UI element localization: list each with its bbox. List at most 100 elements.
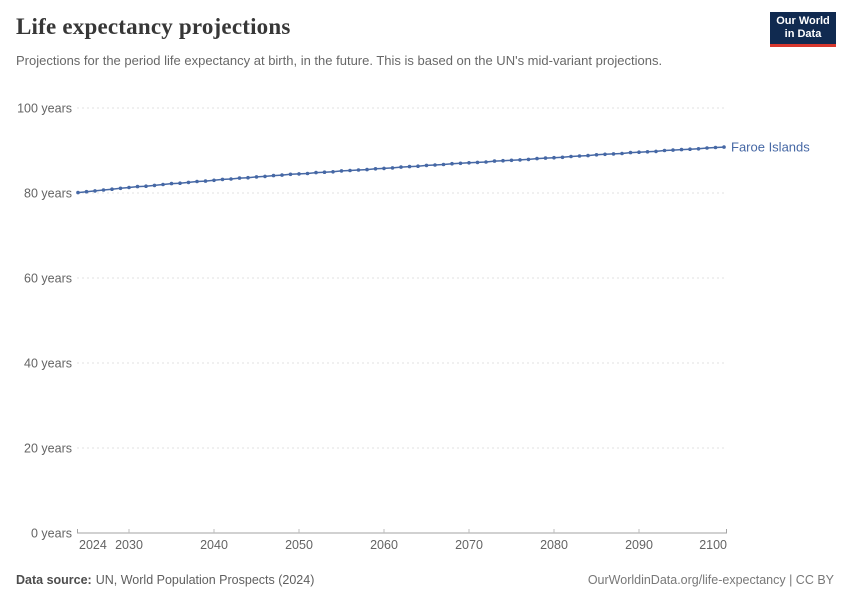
data-point xyxy=(713,145,718,150)
data-point xyxy=(356,168,361,172)
data-point xyxy=(254,175,259,179)
data-point xyxy=(76,190,80,195)
data-point xyxy=(475,160,480,165)
data-point xyxy=(552,155,556,160)
entity-label[interactable]: Faroe Islands xyxy=(731,140,810,155)
x-tick-label: 2050 xyxy=(285,538,313,552)
data-point xyxy=(603,152,607,157)
x-tick-label: 2060 xyxy=(370,538,398,552)
data-point xyxy=(399,165,403,169)
owid-logo-line1: Our World xyxy=(776,15,830,27)
y-tick-label: 100 years xyxy=(17,102,72,116)
data-point xyxy=(195,179,199,184)
data-point xyxy=(662,148,667,153)
data-point xyxy=(416,164,420,168)
data-point xyxy=(424,163,429,168)
data-point xyxy=(484,160,488,164)
data-point xyxy=(407,164,412,169)
data-point xyxy=(237,176,242,180)
data-point xyxy=(611,152,616,156)
data-point xyxy=(365,167,369,172)
data-source-text: UN, World Population Prospects (2024) xyxy=(95,573,315,587)
data-point xyxy=(492,159,497,163)
data-point xyxy=(382,166,386,171)
data-point xyxy=(509,158,514,163)
series-line[interactable] xyxy=(77,146,725,194)
chart-title: Life expectancy projections xyxy=(16,14,291,39)
data-point xyxy=(586,153,590,158)
data-point xyxy=(322,170,327,174)
data-point xyxy=(118,186,123,191)
data-point xyxy=(696,147,701,151)
data-point xyxy=(594,153,599,157)
data-point xyxy=(543,156,548,160)
data-point xyxy=(645,150,650,154)
data-point xyxy=(135,184,140,189)
data-point xyxy=(433,163,437,167)
x-tick-label: 2040 xyxy=(200,538,228,552)
data-point xyxy=(152,183,157,188)
data-point xyxy=(518,158,522,162)
data-point xyxy=(110,187,114,191)
x-tick-label: 2030 xyxy=(115,538,143,552)
data-point xyxy=(339,169,344,173)
data-point xyxy=(688,147,692,151)
data-point xyxy=(373,167,378,171)
data-point xyxy=(577,154,582,158)
x-tick-label: 2100 xyxy=(699,538,727,552)
data-point xyxy=(620,151,624,156)
credit-link[interactable]: OurWorldinData.org/life-expectancy | CC … xyxy=(587,573,834,587)
data-point xyxy=(331,170,335,174)
data-point xyxy=(246,175,250,180)
data-point xyxy=(229,177,233,181)
data-point xyxy=(212,178,216,183)
data-point xyxy=(84,189,89,194)
data-point xyxy=(654,149,658,154)
data-point xyxy=(679,147,684,152)
data-point xyxy=(271,173,276,178)
data-point xyxy=(348,168,352,173)
data-point xyxy=(314,170,318,175)
data-point xyxy=(722,145,726,149)
data-point xyxy=(203,179,208,183)
data-point xyxy=(305,171,310,176)
y-tick-label: 20 years xyxy=(24,442,72,456)
data-point xyxy=(628,150,633,155)
data-point xyxy=(297,172,301,176)
data-point xyxy=(169,181,174,186)
data-point xyxy=(288,172,293,177)
data-point xyxy=(101,188,106,192)
data-point xyxy=(127,185,131,190)
x-tick-label: 2070 xyxy=(455,538,483,552)
data-point xyxy=(705,146,709,150)
data-point xyxy=(178,181,182,185)
x-tick-label: 2080 xyxy=(540,538,568,552)
y-tick-label: 0 years xyxy=(31,527,72,541)
data-point xyxy=(569,154,573,159)
chart-subtitle: Projections for the period life expectan… xyxy=(16,53,663,68)
data-point xyxy=(280,173,284,177)
y-tick-label: 60 years xyxy=(24,272,72,286)
owid-logo[interactable]: Our World in Data xyxy=(770,12,836,47)
data-point xyxy=(263,174,267,179)
data-point xyxy=(526,157,531,162)
data-point xyxy=(450,161,454,166)
data-point xyxy=(458,161,463,166)
data-point xyxy=(93,189,97,193)
x-tick-label: 2090 xyxy=(625,538,653,552)
data-point xyxy=(220,177,225,182)
y-tick-label: 40 years xyxy=(24,357,72,371)
data-point xyxy=(186,180,191,185)
data-source-note[interactable]: Data source: UN, World Population Prospec… xyxy=(16,573,314,587)
data-point xyxy=(441,162,446,167)
data-source-label: Data source: xyxy=(16,573,92,587)
data-point xyxy=(144,184,148,188)
data-point xyxy=(671,148,675,152)
data-point xyxy=(501,158,505,163)
data-point xyxy=(560,155,565,160)
y-tick-label: 80 years xyxy=(24,187,72,201)
data-point xyxy=(390,166,395,170)
data-point xyxy=(535,156,539,161)
